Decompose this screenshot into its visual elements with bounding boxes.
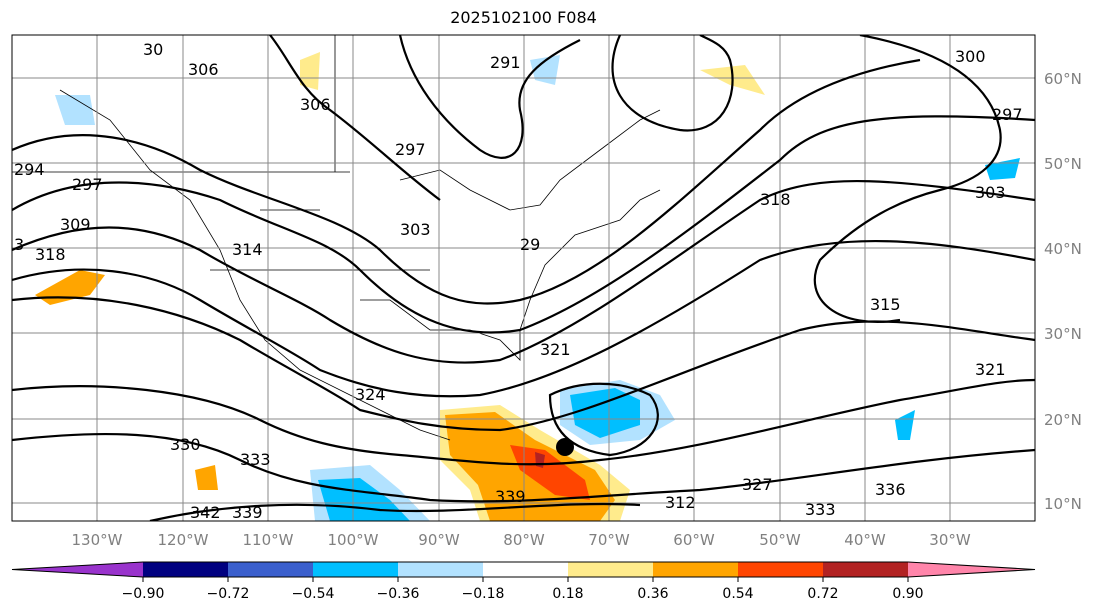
- colorbar-segment: [398, 562, 483, 577]
- longitude-labels: 130°W 120°W 110°W 100°W 90°W 80°W 70°W 6…: [72, 531, 971, 549]
- lon-label: 100°W: [328, 531, 379, 549]
- coastlines: [12, 35, 661, 441]
- contour-label: 297: [395, 140, 426, 159]
- contour-label: 336: [875, 480, 906, 499]
- colorbar-extend-low: [12, 562, 143, 577]
- colorbar-tick-label: 0.36: [637, 586, 668, 602]
- colorbar-tick-label: −0.36: [377, 586, 420, 602]
- lon-label: 110°W: [243, 531, 294, 549]
- lon-label: 40°W: [844, 531, 886, 549]
- shade-caribbean-red: [510, 445, 590, 500]
- lon-label: 50°W: [759, 531, 801, 549]
- colorbar-segment: [568, 562, 653, 577]
- contour-label: 309: [60, 215, 91, 234]
- colorbar-tick-label: −0.18: [462, 586, 505, 602]
- plot-title: 2025102100 F084: [450, 8, 597, 27]
- shade-atlantic-blue3: [895, 410, 915, 440]
- map-frame: [11, 34, 1036, 522]
- shade-yellow-small: [300, 52, 320, 90]
- lat-label: 40°N: [1044, 240, 1082, 258]
- colorbar-tick-label: 0.18: [552, 586, 583, 602]
- contour-label: 29: [520, 235, 540, 254]
- colorbar-tick-label: 0.90: [892, 586, 923, 602]
- contour-label: 30: [143, 40, 163, 59]
- lat-label: 50°N: [1044, 155, 1082, 173]
- contour-label: 321: [975, 360, 1006, 379]
- contour-label: 303: [400, 220, 431, 239]
- lat-label: 20°N: [1044, 411, 1082, 429]
- contour-label: 300: [955, 47, 986, 66]
- colorbar: −0.90 −0.72 −0.54 −0.36 −0.18 0.18 0.36 0.54 0.7…: [11, 561, 1036, 602]
- colorbar-extend-high: [908, 562, 1035, 577]
- lon-label: 30°W: [929, 531, 971, 549]
- contour-label: 327: [742, 475, 773, 494]
- storm-center-marker: [556, 438, 574, 456]
- colorbar-segment: [313, 562, 398, 577]
- lon-label: 80°W: [503, 531, 545, 549]
- colorbar-tick-label: 0.72: [807, 586, 838, 602]
- contour-label: 291: [490, 53, 521, 72]
- lon-label: 70°W: [588, 531, 630, 549]
- contour-label: 318: [760, 190, 791, 209]
- colorbar-segment: [823, 562, 908, 577]
- lat-label: 30°N: [1044, 325, 1082, 343]
- lon-label: 90°W: [418, 531, 460, 549]
- colorbar-segment: [738, 562, 823, 577]
- shade-alaska-blue: [55, 95, 95, 125]
- contour-label: 3: [14, 235, 24, 254]
- shade-pacific-orange2: [195, 465, 218, 490]
- colorbar-segment: [483, 562, 568, 577]
- contour-label: 312: [665, 493, 696, 512]
- contour-label: 339: [495, 487, 526, 506]
- colorbar-tick-label: 0.54: [722, 586, 753, 602]
- contour-label: 342: [190, 503, 221, 522]
- colorbar-segment: [228, 562, 313, 577]
- shade-hispaniola-blue2: [570, 388, 640, 438]
- contour-label: 318: [35, 245, 66, 264]
- contour-label: 306: [188, 60, 219, 79]
- contour-label: 315: [870, 295, 901, 314]
- contour-label: 333: [240, 450, 271, 469]
- latitude-labels: 60°N 50°N 40°N 30°N 20°N 10°N: [1044, 70, 1082, 513]
- contours: [12, 35, 1035, 521]
- contour-label: 333: [805, 500, 836, 519]
- colorbar-segment: [143, 562, 228, 577]
- shade-pacific-orange: [35, 270, 105, 305]
- contour-label: 321: [540, 340, 571, 359]
- contour-label: 330: [170, 435, 201, 454]
- colorbar-segment: [653, 562, 738, 577]
- lat-label: 60°N: [1044, 70, 1082, 88]
- contour-labels: 306 306 30 291 297 294 297 309 318 3 314…: [14, 40, 1023, 522]
- lon-label: 120°W: [158, 531, 209, 549]
- colorbar-tick-label: −0.90: [122, 586, 165, 602]
- contour-label: 314: [232, 240, 263, 259]
- lon-label: 60°W: [673, 531, 715, 549]
- colorbar-tick-label: −0.72: [207, 586, 250, 602]
- contour-label: 339: [232, 503, 263, 522]
- graticule: [12, 35, 1035, 521]
- contour-label: 297: [72, 175, 103, 194]
- colorbar-tick-label: −0.54: [292, 586, 335, 602]
- lat-label: 10°N: [1044, 495, 1082, 513]
- contour-label: 324: [355, 385, 386, 404]
- contour-label: 303: [975, 183, 1006, 202]
- contour-label: 306: [300, 95, 331, 114]
- contour-label: 297: [992, 105, 1023, 124]
- lon-label: 130°W: [72, 531, 123, 549]
- contour-label: 294: [14, 160, 45, 179]
